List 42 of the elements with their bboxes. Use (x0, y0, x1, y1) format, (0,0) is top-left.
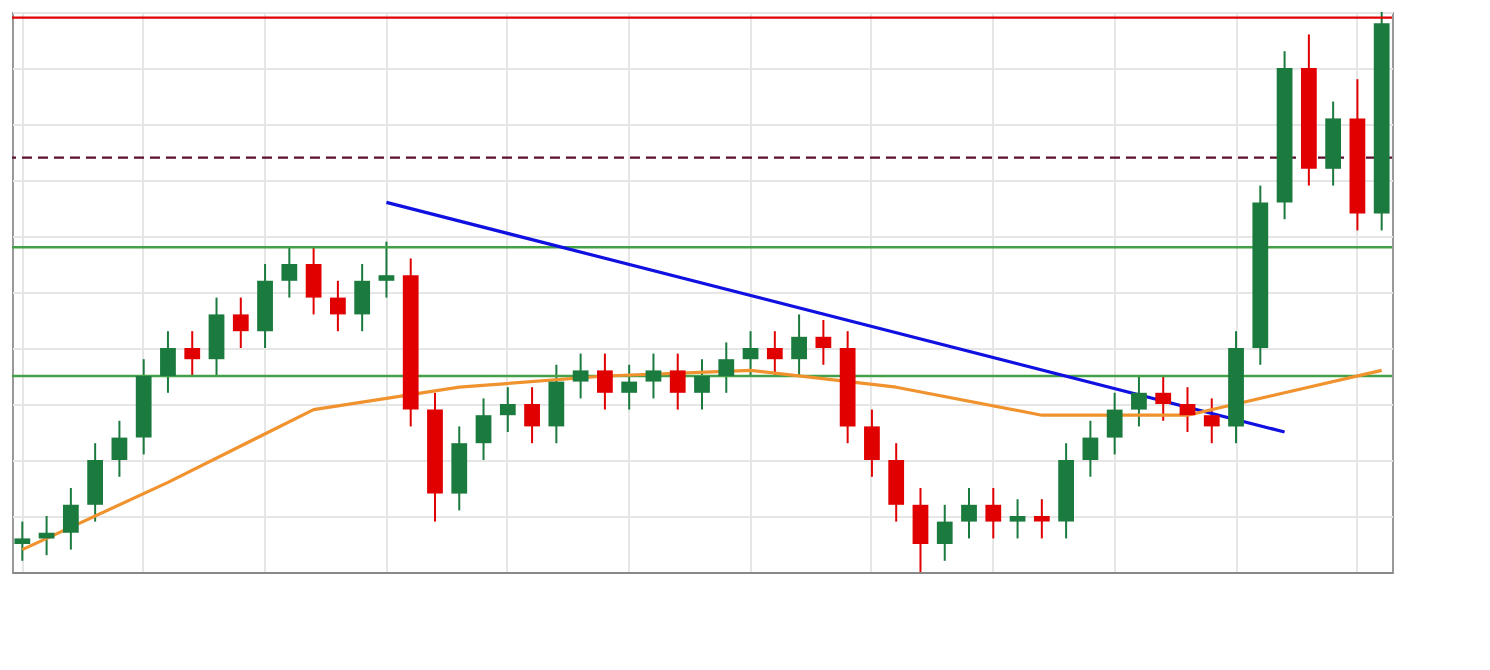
candlestick (281, 246, 298, 299)
candlestick (1033, 498, 1050, 540)
candlestick (1179, 386, 1196, 433)
candlestick (354, 263, 371, 333)
candlestick (475, 397, 492, 461)
candlestick (961, 487, 977, 540)
candlestick (62, 487, 79, 551)
candlestick (985, 487, 1002, 540)
candlestick (597, 352, 613, 411)
candlestick (621, 363, 638, 411)
candlestick (184, 330, 201, 377)
candlestick (499, 386, 516, 433)
candlestick (1082, 419, 1099, 478)
candlestick (645, 352, 662, 400)
candlestick (1203, 397, 1220, 445)
candlestick (1131, 375, 1147, 428)
candlestick (1155, 375, 1172, 422)
candlestick (14, 520, 31, 562)
candlestick (718, 341, 735, 394)
candlestick (160, 330, 176, 394)
candlestick (572, 352, 589, 400)
candlestick (1009, 498, 1026, 540)
candlestick (912, 487, 929, 573)
candlestick (232, 296, 249, 349)
candlestick (87, 442, 104, 523)
candlestick (791, 313, 807, 377)
candlestick (694, 358, 710, 411)
candlestick (888, 442, 905, 523)
candlestick (864, 408, 880, 478)
candlestick (1106, 391, 1123, 456)
candlestick (548, 363, 565, 445)
candlestick (524, 386, 540, 445)
candlestick (208, 296, 225, 377)
candlestick (742, 330, 759, 377)
candlestick (111, 419, 128, 478)
candlestick (766, 330, 783, 377)
candlestick (378, 240, 395, 299)
candlestick (305, 246, 322, 316)
candlestick (815, 319, 832, 366)
candlestick (329, 279, 346, 333)
candlestick (669, 352, 686, 411)
candlestick (936, 503, 953, 562)
